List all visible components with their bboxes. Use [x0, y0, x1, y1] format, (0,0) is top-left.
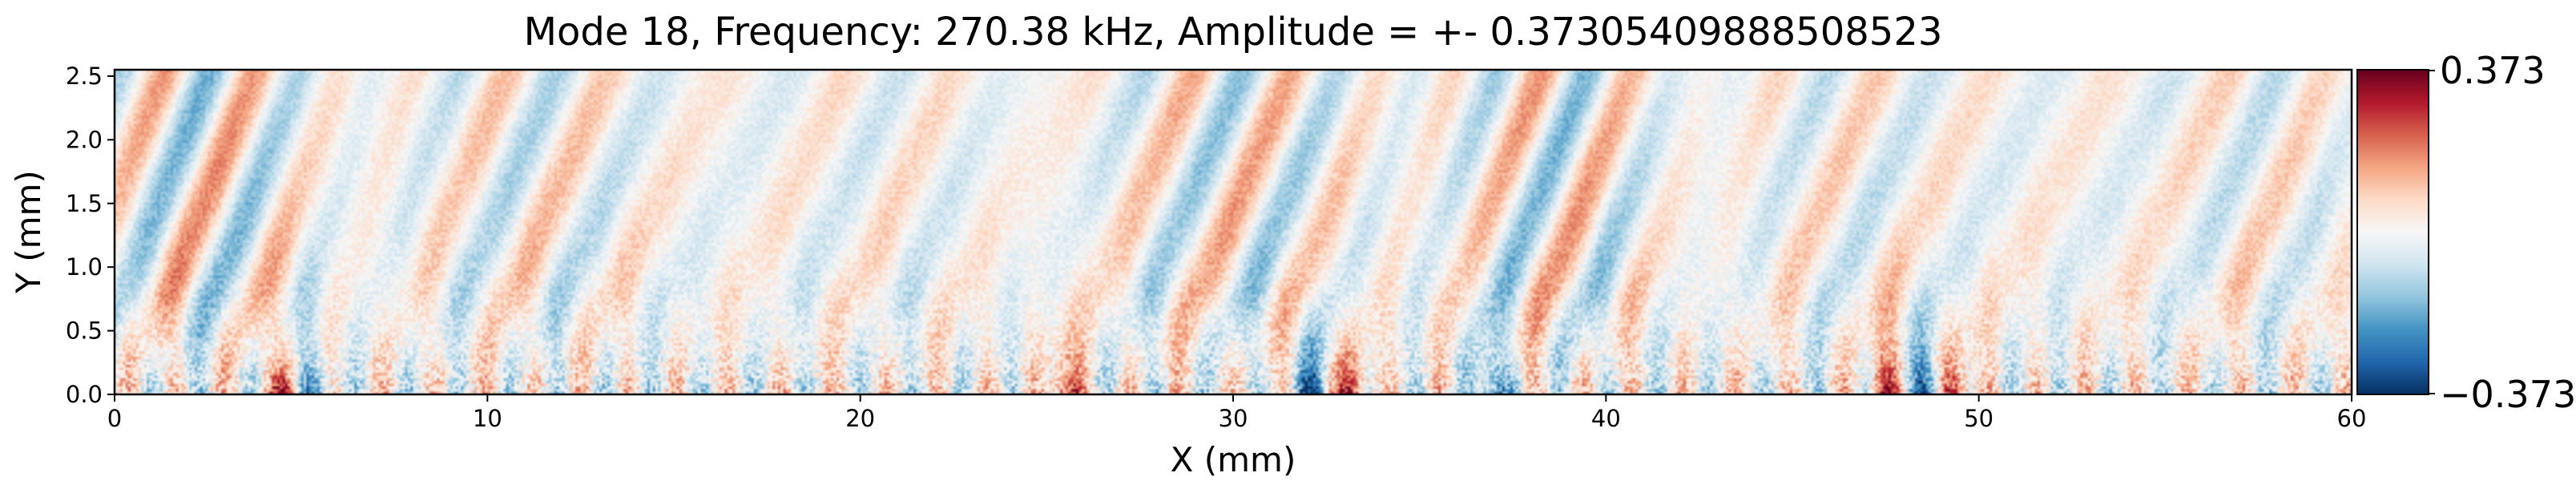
- y-tick-label: 1.0: [66, 253, 103, 281]
- x-tick-label: 50: [1964, 405, 1993, 432]
- x-tick-label: 0: [107, 405, 122, 432]
- y-tick-label: 2.5: [66, 63, 103, 90]
- colorbar: 0.373 −0.373: [2356, 49, 2576, 416]
- y-tick-label: 0.0: [66, 381, 103, 408]
- x-tick-label: 20: [845, 405, 875, 432]
- x-tick-label: 10: [473, 405, 502, 432]
- y-tick-label: 0.5: [66, 317, 103, 345]
- y-tick-label: 1.5: [66, 190, 103, 217]
- colorbar-gradient: [2356, 69, 2429, 395]
- x-tick-label: 40: [1591, 405, 1621, 432]
- colorbar-min-label: −0.373: [2440, 373, 2576, 416]
- heatmap-field: [115, 70, 2352, 394]
- x-tick-label: 30: [1219, 405, 1248, 432]
- colorbar-max-label: 0.373: [2440, 49, 2546, 92]
- x-tick-label: 60: [2337, 405, 2367, 432]
- y-tick-label: 2.0: [66, 126, 103, 153]
- y-axis-label: Y (mm): [9, 170, 48, 294]
- chart-title: Mode 18, Frequency: 270.38 kHz, Amplitud…: [524, 10, 1943, 55]
- x-axis: 0 10 20 30 40 50 60: [107, 394, 2367, 432]
- y-axis: 0.0 0.5 1.0 1.5 2.0 2.5: [66, 63, 115, 408]
- plot-area: [113, 68, 2353, 396]
- x-axis-label: X (mm): [1171, 440, 1296, 479]
